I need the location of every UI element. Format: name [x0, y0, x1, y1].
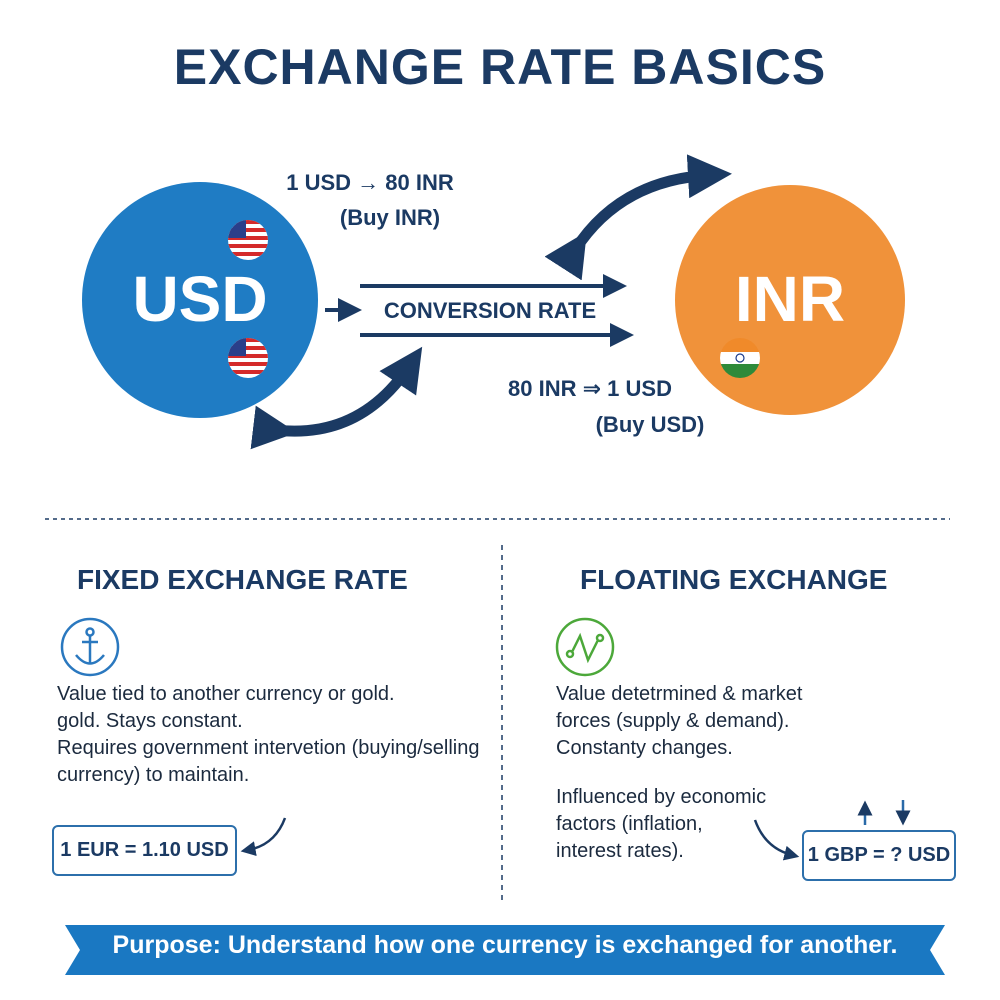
floating-influence: Influenced by economic factors (inflatio… — [556, 784, 816, 865]
pointer-arrow-icon — [240, 817, 287, 857]
text-line: gold. Stays constant. — [57, 710, 243, 732]
text-line: Value detetrmined & market — [556, 683, 803, 705]
banner-ribbon — [65, 925, 945, 975]
text-line: forces (supply & demand). — [556, 710, 790, 732]
fixed-example-box: 1 EUR = 1.10 USD — [52, 825, 237, 876]
text-line: Influenced by economic — [556, 786, 767, 808]
fixed-description: Value tied to another currency or gold. … — [57, 681, 507, 789]
text-line: factors (inflation, — [556, 813, 703, 835]
usd-to-inr-note: (Buy INR) — [339, 205, 441, 230]
anchor-icon — [60, 617, 120, 677]
usd-to-inr-rate: 1 USD → 80 INR — [286, 170, 454, 195]
inr-to-usd-rate: 80 INR ⇒ 1 USD — [508, 376, 672, 401]
page-title: EXCHANGE RATE BASICS — [173, 39, 827, 95]
usd-label: USD — [132, 263, 268, 335]
india-flag-icon — [720, 338, 760, 378]
text-line: Constanty changes. — [556, 737, 733, 759]
pointer-arrow-icon — [753, 819, 800, 861]
inr-to-usd-note: (Buy USD) — [595, 412, 705, 437]
inr-label: INR — [734, 263, 846, 335]
text-line: Requires government intervetion (buying/… — [57, 737, 480, 759]
text-line: Value tied to another currency or gold. — [57, 683, 395, 705]
purpose-banner: Purpose: Understand how one currency is … — [112, 931, 898, 959]
floating-heading: FLOATING EXCHANGE — [580, 564, 888, 595]
fixed-heading: FIXED EXCHANGE RATE — [77, 564, 408, 595]
conversion-rate-label: CONVERSION RATE — [383, 298, 597, 323]
floating-example-box: 1 GBP = ? USD — [802, 830, 956, 881]
us-flag-icon — [228, 220, 268, 260]
exchange-arrow-icon — [544, 154, 732, 281]
exchange-arrow-icon — [250, 346, 423, 450]
us-flag-icon — [228, 338, 268, 378]
line-chart-icon — [555, 617, 615, 677]
floating-description: Value detetrmined & market forces (suppl… — [556, 681, 856, 762]
text-line: interest rates). — [556, 840, 684, 862]
text-line: currency) to maintain. — [57, 764, 250, 786]
